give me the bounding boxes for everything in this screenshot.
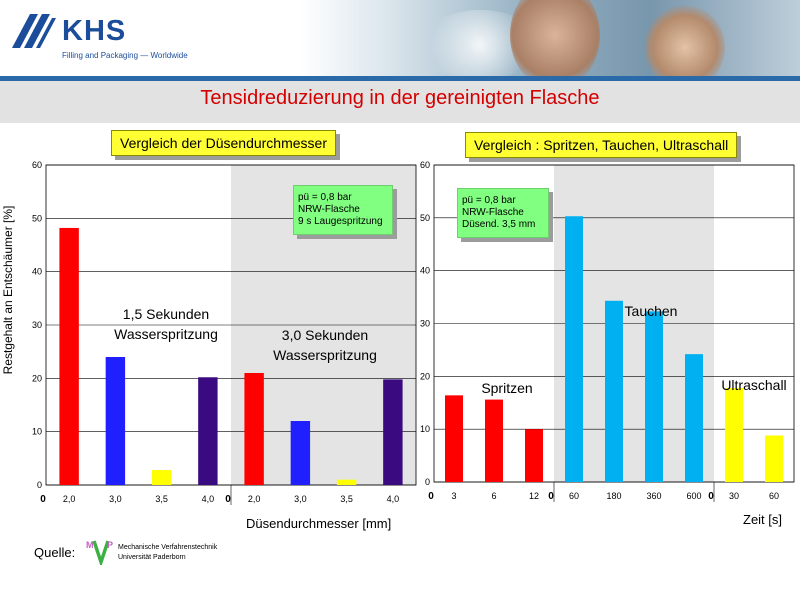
bar [244, 373, 264, 485]
group-label: Wasserspritzung [114, 326, 218, 342]
y-tick-label: 50 [420, 213, 430, 223]
bar [645, 311, 663, 482]
x-tick-label: 3,0 [109, 494, 122, 504]
y-tick-label: 20 [420, 371, 430, 381]
x-tick-label: 12 [529, 491, 539, 501]
tagline: Filling and Packaging — Worldwide [62, 51, 188, 60]
x-axis-label-left: Düsendurchmesser [mm] [246, 516, 392, 531]
source-label: Quelle: [34, 545, 76, 560]
x-tick-label: 360 [646, 491, 661, 501]
right-chart-title: Vergleich : Spritzen, Tauchen, Ultrascha… [465, 132, 738, 158]
header-divider [0, 76, 800, 81]
bar [290, 421, 311, 485]
mvp-logo-icon: M P [86, 540, 113, 565]
title-band [0, 81, 800, 123]
logo-text: KHS [62, 15, 127, 47]
y-tick-label: 30 [420, 319, 430, 329]
right-note-line: NRW-Flasche [462, 207, 524, 218]
bar [605, 300, 623, 482]
x-tick-label: 2,0 [248, 494, 261, 504]
right-note-box: pü = 0,8 bar NRW-Flasche Düsend. 3,5 mm [457, 188, 549, 238]
left-note-line: NRW-Flasche [298, 204, 360, 215]
x-tick-label: 60 [769, 491, 779, 501]
left-note-line: 9 s Laugespritzung [298, 216, 383, 227]
bar [685, 354, 703, 482]
bar [485, 399, 503, 482]
bar [765, 435, 783, 482]
y-tick-label: 30 [32, 320, 42, 330]
institute-line: Mechanische Verfahrenstechnik [118, 544, 218, 551]
y-tick-label: 40 [32, 267, 42, 277]
zero-tick-label: 0 [548, 491, 554, 502]
x-tick-label: 4,0 [387, 494, 400, 504]
y-tick-label: 60 [32, 160, 42, 170]
bar [445, 395, 463, 482]
y-tick-label: 0 [37, 480, 42, 490]
y-tick-label: 60 [420, 160, 430, 170]
x-tick-label: 3,0 [294, 494, 307, 504]
right-note-line: pü = 0,8 bar [462, 195, 516, 206]
x-tick-label: 3,5 [155, 494, 168, 504]
svg-text:M: M [86, 540, 94, 550]
zero-tick-label: 0 [708, 491, 714, 502]
left-chart-title: Vergleich der Düsendurchmesser [111, 130, 336, 156]
left-note-line: pü = 0,8 bar [298, 192, 352, 203]
x-tick-label: 4,0 [202, 494, 215, 504]
group-label: 1,5 Sekunden [123, 306, 209, 322]
bar [383, 379, 403, 485]
bar [525, 429, 543, 482]
left-note-box: pü = 0,8 bar NRW-Flasche 9 s Laugespritz… [293, 185, 393, 235]
svg-text:P: P [107, 540, 113, 550]
page-title: Tensidreduzierung in der gereinigten Fla… [200, 87, 600, 109]
x-tick-label: 30 [729, 491, 739, 501]
header-photo [300, 0, 800, 80]
y-tick-label: 0 [425, 477, 430, 487]
group-label: Wasserspritzung [273, 347, 377, 363]
right-note-line: Düsend. 3,5 mm [462, 219, 536, 230]
x-tick-label: 2,0 [63, 494, 76, 504]
header: KHS Filling and Packaging — Worldwide [0, 0, 800, 80]
x-axis-label-right: Zeit [s] [743, 512, 783, 527]
x-tick-label: 6 [491, 491, 496, 501]
y-axis-label: Restgehalt an Entschäumer [%] [1, 205, 15, 375]
group-label: Tauchen [625, 303, 678, 319]
y-tick-label: 40 [420, 266, 430, 276]
x-tick-label: 3 [451, 491, 456, 501]
x-tick-label: 60 [569, 491, 579, 501]
y-tick-label: 50 [32, 213, 42, 223]
bar [105, 357, 126, 485]
x-tick-label: 180 [606, 491, 621, 501]
bar [725, 387, 743, 482]
zero-tick-label: 0 [225, 494, 231, 505]
group-label: Ultraschall [721, 377, 786, 393]
zero-tick-label: 0 [428, 491, 434, 502]
institute-line: Universität Paderborn [118, 554, 186, 561]
khs-logo-icon [12, 14, 56, 48]
group-label: Spritzen [481, 380, 532, 396]
x-tick-label: 3,5 [340, 494, 353, 504]
zero-tick-label: 0 [40, 494, 46, 505]
bar [151, 470, 172, 485]
y-tick-label: 20 [32, 373, 42, 383]
bar [565, 216, 583, 482]
bar [59, 227, 79, 485]
institute: Mechanische Verfahrenstechnik Universitä… [118, 543, 217, 563]
bar [198, 377, 218, 485]
group-label: 3,0 Sekunden [282, 327, 368, 343]
x-tick-label: 600 [686, 491, 701, 501]
y-tick-label: 10 [32, 427, 42, 437]
bar [336, 479, 357, 485]
y-tick-label: 10 [420, 424, 430, 434]
